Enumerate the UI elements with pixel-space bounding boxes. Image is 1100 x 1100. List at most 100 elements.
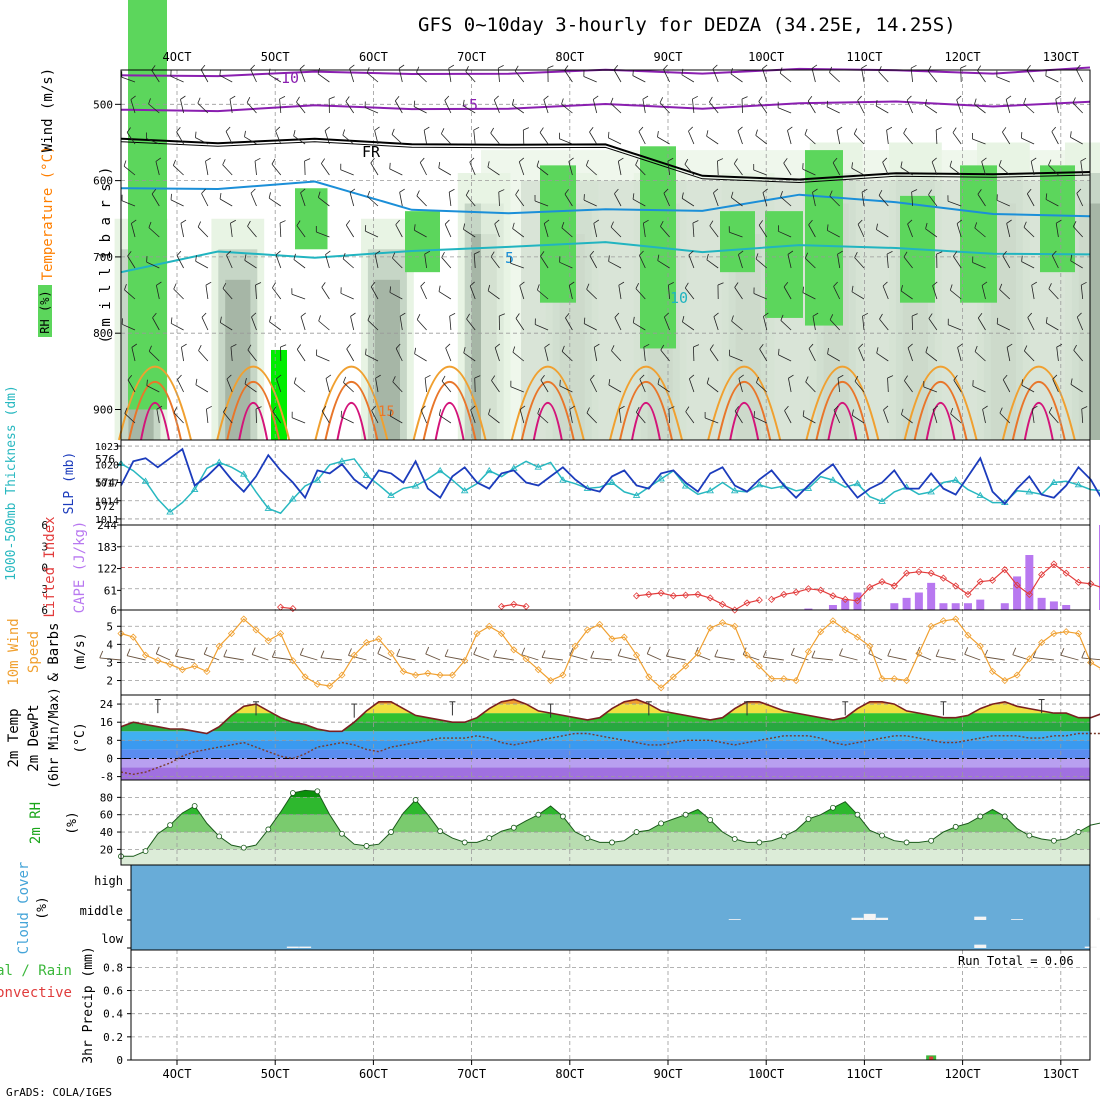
rh2m-marker	[780, 833, 787, 840]
thickness-marker	[411, 482, 420, 489]
wind-barb	[1031, 281, 1038, 300]
wind10m-marker	[522, 655, 530, 663]
li-marker	[768, 595, 776, 603]
li-marker	[706, 594, 714, 602]
wind-barb	[170, 193, 184, 207]
rh2m-marker	[388, 829, 394, 835]
li-marker	[522, 602, 530, 611]
wind-barb	[374, 126, 380, 145]
temp-band	[121, 713, 1090, 723]
wind-barb	[759, 344, 768, 362]
wind10m-marker	[596, 620, 604, 629]
wind-barb	[741, 96, 748, 114]
wind10m-marker	[620, 633, 628, 641]
wind10m-marker	[436, 671, 444, 679]
isotherm-line	[120, 137, 1091, 181]
wind-barb	[851, 409, 865, 424]
wind-barb	[1070, 254, 1083, 269]
wind-barb	[170, 317, 184, 331]
wind10m-marker	[829, 617, 837, 625]
wind-barb	[632, 316, 646, 331]
wind-barb	[152, 312, 160, 331]
wind-barb	[853, 128, 865, 145]
run-total-label: Run Total = 0.06	[958, 954, 1074, 968]
day-tick-bottom: 4OCT	[163, 1067, 192, 1081]
temp-band	[121, 699, 1090, 705]
rh2m-marker	[437, 828, 444, 835]
wind-barb	[180, 219, 187, 238]
wind-barb	[343, 376, 354, 393]
wind-barb	[398, 64, 405, 83]
thickness-marker	[387, 491, 395, 498]
wind-barb	[321, 282, 330, 300]
wind-barb	[706, 377, 719, 393]
rh2m-marker	[1026, 832, 1033, 839]
wind-barb	[639, 250, 646, 269]
wind-barb	[812, 188, 818, 207]
wind10m-marker	[154, 657, 162, 665]
wind-barb	[753, 411, 767, 424]
wind-barb	[857, 219, 865, 238]
wind-barb	[272, 282, 282, 300]
wind-barb	[127, 374, 136, 393]
rh2m-panel: 20 40 60 80 2m RH (%)	[28, 779, 1100, 866]
cloud-tick-label: low	[101, 932, 123, 946]
day-tick-bottom: 10OCT	[748, 1067, 784, 1081]
wind10m-axis-label: Speed	[26, 631, 42, 673]
li-marker	[1087, 580, 1095, 588]
surface-isotherm-arch	[1023, 402, 1054, 441]
precip-tick-label: 0.8	[103, 961, 123, 974]
rh2m-marker	[903, 839, 910, 846]
wind-barb	[802, 286, 816, 300]
wind10m-marker	[976, 642, 984, 650]
wind-barb	[713, 312, 719, 331]
wind10m-marker	[301, 673, 309, 681]
wind-barb	[758, 96, 768, 114]
rh2m-marker	[682, 811, 689, 818]
wind-barb	[247, 220, 257, 238]
wind-barb	[465, 66, 476, 83]
wind-barb	[858, 343, 865, 362]
wind-barb	[1030, 157, 1037, 176]
temp-tick-label: 16	[100, 716, 113, 729]
wind-barb	[469, 281, 476, 300]
wind-barb	[445, 343, 452, 362]
wind-barb	[195, 131, 209, 145]
wind-barb	[608, 379, 622, 393]
wind-barb	[124, 284, 136, 300]
wind-barb	[632, 69, 646, 83]
wind-barb	[610, 97, 622, 114]
wind-barb	[936, 251, 943, 269]
wind-barb	[349, 188, 356, 207]
li-marker	[510, 600, 518, 608]
wind-barb	[1055, 95, 1062, 114]
wind10m-barb	[541, 650, 563, 661]
wind-barb	[155, 281, 162, 300]
thickness-marker	[362, 471, 371, 478]
wind-barb	[925, 346, 938, 362]
wind-barb	[811, 64, 818, 83]
wind-barb	[540, 251, 549, 269]
wind10m-barb	[223, 649, 244, 661]
li-tick-label: 6	[41, 519, 48, 532]
li-line	[280, 606, 293, 610]
day-tick-bottom: 13OCT	[1043, 1067, 1079, 1081]
wind-barb	[808, 343, 816, 362]
wind-barb	[440, 128, 452, 145]
li-marker	[915, 568, 923, 576]
wind-barb	[755, 253, 768, 269]
wind10m-marker	[534, 666, 542, 674]
wind-barb	[130, 95, 136, 114]
temp-band	[121, 749, 1090, 759]
cape-bar	[1049, 601, 1058, 610]
rh2m-tick-label: 60	[100, 809, 113, 822]
wind-barb	[349, 64, 355, 83]
wind10m-barb	[935, 649, 956, 661]
wind-barb	[279, 220, 286, 238]
wind-barb	[981, 281, 988, 300]
wind-barb	[304, 158, 311, 176]
wind-barb	[534, 318, 549, 331]
wind-barb	[515, 189, 525, 207]
wind-barb	[861, 64, 867, 83]
wind-barb	[925, 222, 938, 238]
